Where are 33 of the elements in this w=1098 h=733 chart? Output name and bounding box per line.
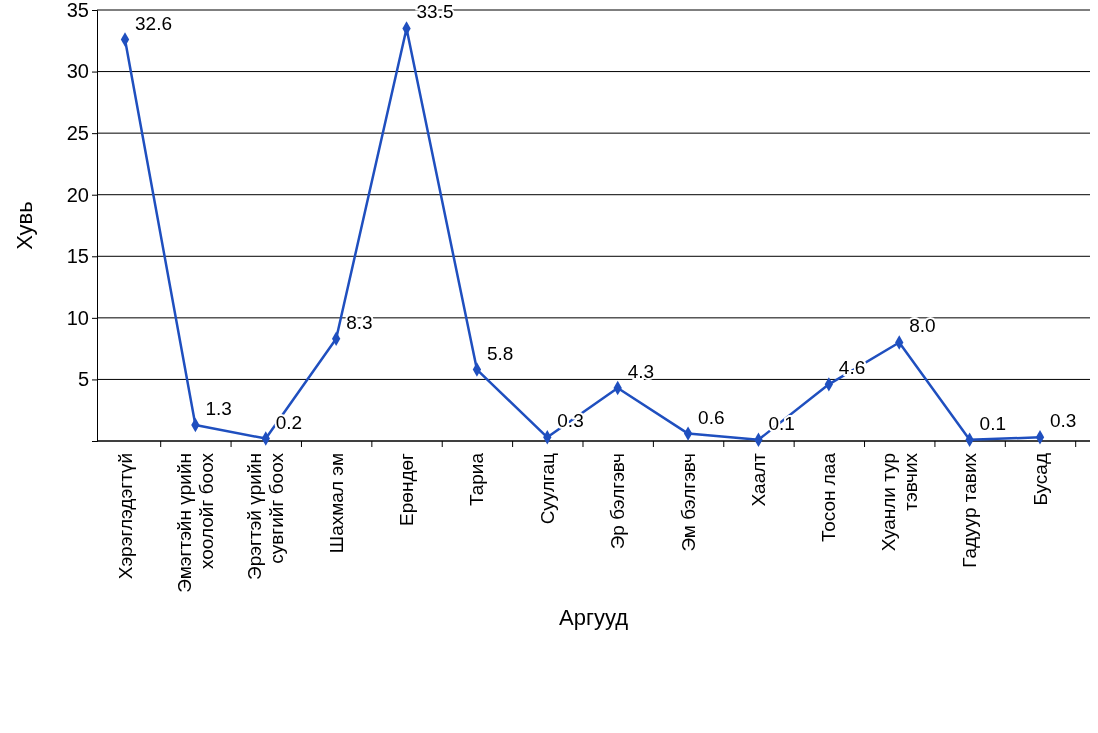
x-tick-label: Бусад [1029, 453, 1051, 506]
y-tick-label: 25 [66, 122, 89, 145]
text: 4.3 [627, 361, 655, 383]
x-tick-label: Эмэгтэйн үрийн хоолойг боох [173, 452, 217, 593]
y-axis-title: Хувь [12, 201, 37, 250]
x-tick-label: Суулгац [536, 452, 558, 525]
text: 0.2 [275, 411, 303, 433]
x-tick-label: Шахмал эм [325, 453, 347, 554]
y-tick-label: 15 [66, 245, 89, 268]
x-tick-label: Эм бэлгэвч [677, 453, 699, 552]
x-tick-label: Тосон лаа [818, 452, 840, 542]
x-tick-label: Хэрэглэдэгтүй [114, 453, 136, 580]
text: 32.6 [135, 12, 172, 34]
x-tick-label: Хаалт [747, 452, 769, 507]
text: 0.3 [1050, 410, 1077, 432]
text: 0.6 [698, 406, 725, 428]
text: 1.3 [205, 397, 232, 419]
text: 0.1 [979, 412, 1007, 434]
y-tick-label: 35 [66, 0, 89, 21]
x-tick-label: Хуанли тур тэвчих [877, 452, 921, 552]
y-tick-label: 20 [66, 183, 89, 206]
x-tick-label: Ерөндөг [396, 452, 418, 526]
x-axis-title: Аргууд [558, 605, 629, 630]
x-tick-label: Гадуур тавих [959, 452, 981, 568]
y-tick-label: 10 [66, 306, 89, 329]
text: 33.5 [416, 1, 454, 23]
y-tick-label: 30 [66, 60, 89, 83]
text: 8.0 [909, 315, 936, 337]
x-tick-label: Тариа [466, 452, 488, 507]
x-tick-label: Эр бэлгэвч [607, 453, 629, 550]
text: 8.3 [346, 311, 373, 333]
y-tick-label: 5 [77, 368, 89, 391]
text: 5.8 [486, 342, 514, 364]
